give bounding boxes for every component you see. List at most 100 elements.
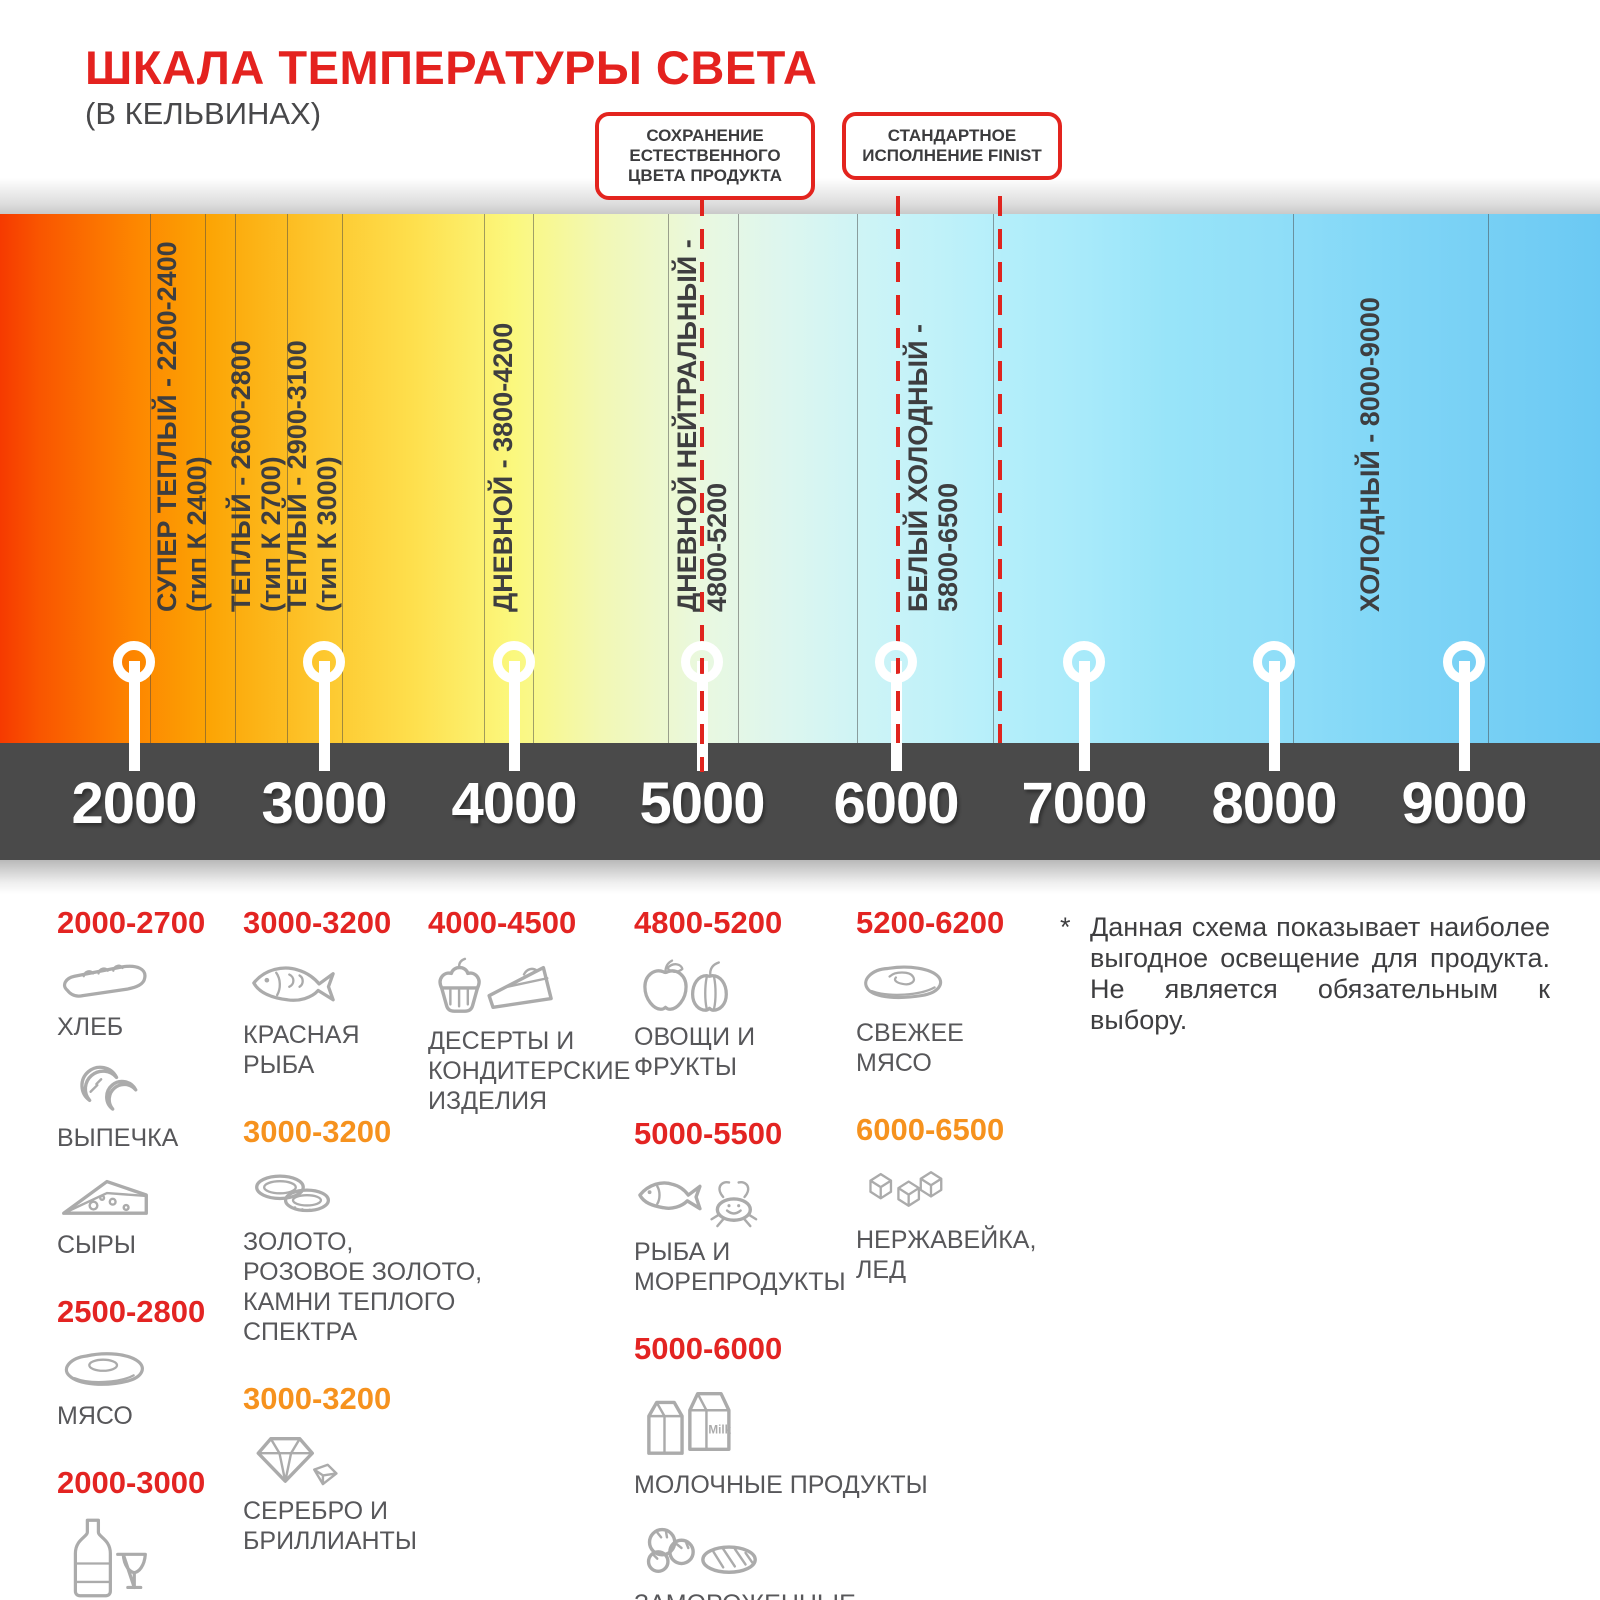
steak-icon: [856, 955, 1056, 1014]
range-badge: 2000-3000: [57, 1465, 206, 1500]
pin-ring: [875, 641, 917, 683]
legend-item-label: КРАСНАЯ РЫБА: [243, 1021, 360, 1079]
fish-crab-icon: [634, 1166, 884, 1233]
zone-gridline: [205, 214, 206, 743]
bread-icon: [57, 955, 237, 1008]
range-badge: 3000-3200: [243, 1114, 392, 1149]
legend-item-label: СЫРЫ: [57, 1231, 136, 1259]
range-badge: 4800-5200: [634, 905, 783, 940]
legend-item-desserts: ДЕСЕРТЫ И КОНДИТЕРСКИЕ ИЗДЕЛИЯ: [428, 955, 658, 1116]
legend-item-seafood: РЫБА И МОРЕПРОДУКТЫ: [634, 1166, 884, 1297]
legend-item-fresh-meat: СВЕЖЕЕ МЯСО: [856, 955, 1056, 1078]
legend-item-dairy: Milk МОЛОЧНЫЕ ПРОДУКТЫ: [634, 1381, 928, 1500]
legend-item-gold: ЗОЛОТО, РОЗОВОЕ ЗОЛОТО, КАМНИ ТЕПЛОГО СП…: [243, 1164, 493, 1347]
pin-ring: [1253, 641, 1295, 683]
legend-item-label: ВЫПЕЧКА: [57, 1124, 179, 1152]
dashed-line-5000: [700, 196, 704, 772]
zone-gridline: [1293, 214, 1294, 743]
legend-column-1: 2000-2700 ХЛЕБ ВЫПЕЧКА: [57, 905, 237, 1600]
dashed-line-6000: [896, 196, 900, 743]
zone-label-white-cold: БЕЛЫЙ ХОЛОДНЫЙ -5800-6500: [903, 324, 963, 612]
legend-item-red-fish: КРАСНАЯ РЫБА: [243, 955, 493, 1080]
rings-icon: [243, 1164, 493, 1223]
ice-cubes-icon: [856, 1162, 1056, 1221]
tick-4000: 4000: [451, 771, 577, 836]
tick-2000: 2000: [71, 771, 197, 836]
temperature-gradient-bar: СУПЕР ТЕПЛЫЙ - 2200-2400 (тип К 2400) ТЕП…: [0, 214, 1600, 743]
apple-pepper-icon: [634, 955, 884, 1018]
legend-item-label: ЗОЛОТО, РОЗОВОЕ ЗОЛОТО, КАМНИ ТЕПЛОГО СП…: [243, 1228, 483, 1346]
zone-label-warm-2700: ТЕПЛЫЙ - 2600-2800 (тип К 2700): [226, 340, 286, 612]
legend-item-bread: ХЛЕБ: [57, 955, 237, 1042]
page-subtitle: (В КЕЛЬВИНАХ): [85, 96, 322, 131]
page-title: ШКАЛА ТЕМПЕРАТУРЫ СВЕТА: [85, 41, 818, 94]
legend-column-4: 4800-5200 ОВОЩИ И ФРУКТЫ 5000-5500: [634, 905, 928, 1600]
zone-gridline: [857, 214, 858, 743]
pin-stem: [1079, 661, 1090, 771]
legend-item-label: СВЕЖЕЕ МЯСО: [856, 1019, 964, 1077]
zone-gridline: [287, 214, 288, 743]
pin-ring: [303, 641, 345, 683]
pin-stem: [129, 661, 140, 771]
pin-ring: [1063, 641, 1105, 683]
croissant-icon: [57, 1058, 237, 1119]
kelvin-axis-bar: [0, 743, 1600, 860]
range-badge: 6000-6500: [856, 1112, 1005, 1147]
range-badge: 4000-4500: [428, 905, 577, 940]
zone-gridline: [150, 214, 151, 743]
zone-label-warm-3000: ТЕПЛЫЙ - 2900-3100 (тип К 3000): [282, 340, 342, 612]
zone-gridline: [993, 214, 994, 743]
zone-gridline: [235, 214, 236, 743]
legend-item-pastry: ВЫПЕЧКА: [57, 1058, 237, 1153]
legend-item-label: ЗАМОРОЖЕННЫЕ ПОЛУФАБРИКАТЫ: [634, 1589, 884, 1600]
legend-item-label: НЕРЖАВЕЙКА, ЛЕД: [856, 1226, 1037, 1284]
zone-gridline: [1488, 214, 1489, 743]
callout-natural-color: СОХРАНЕНИЕ ЕСТЕСТВЕННОГО ЦВЕТА ПРОДУКТА: [595, 112, 815, 200]
legend-item-label: МОЛОЧНЫЕ ПРОДУКТЫ: [634, 1471, 928, 1499]
zone-gridline: [484, 214, 485, 743]
dashed-line-6500: [998, 196, 1002, 743]
tick-3000: 3000: [261, 771, 387, 836]
legend-item-label: РЫБА И МОРЕПРОДУКТЫ: [634, 1238, 846, 1296]
pin-stem: [1459, 661, 1470, 771]
zone-gridline: [342, 214, 343, 743]
milk-icon-text: Milk: [708, 1424, 731, 1437]
legend-item-label: ОВОЩИ И ФРУКТЫ: [634, 1023, 756, 1081]
pin-stem: [1269, 661, 1280, 771]
pin-ring: [493, 641, 535, 683]
zone-label-daylight: ДНЕВНОЙ - 3800-4200: [488, 322, 518, 612]
legend-column-2: 3000-3200 КРАСНАЯ РЫБА 3000-3200: [243, 905, 493, 1590]
zone-label-cold: ХОЛОДНЫЙ - 8000-9000: [1355, 297, 1385, 612]
range-badge: 3000-3200: [243, 1381, 392, 1416]
legend-item-cheese: СЫРЫ: [57, 1169, 237, 1260]
range-badge: 2500-2800: [57, 1294, 206, 1329]
pin-ring: [681, 641, 723, 683]
frozen-food-icon: [634, 1516, 884, 1585]
legend-item-silver-diamonds: СЕРЕБРО И БРИЛЛИАНТЫ: [243, 1431, 493, 1556]
range-badge: 2000-2700: [57, 905, 206, 940]
range-badge: 5200-6200: [856, 905, 1005, 940]
tick-9000: 9000: [1401, 771, 1527, 836]
meat-icon: [57, 1344, 237, 1397]
footnote-text: Данная схема показывает наиболее выгодно…: [1090, 912, 1550, 1035]
tick-6000: 6000: [833, 771, 959, 836]
fish-icon: [243, 955, 493, 1016]
tick-7000: 7000: [1021, 771, 1147, 836]
footnote-asterisk: *: [1060, 912, 1071, 942]
zone-gridline: [668, 214, 669, 743]
bottom-shadow-band: [0, 860, 1600, 894]
diamond-icon: [243, 1431, 493, 1492]
legend-item-label: МЯСО: [57, 1402, 133, 1430]
cake-icon: [428, 955, 658, 1022]
footnote: * Данная схема показывает наиболее выгод…: [1060, 912, 1550, 1036]
legend-item-frozen: ЗАМОРОЖЕННЫЕ ПОЛУФАБРИКАТЫ: [634, 1516, 884, 1600]
pin-stem: [509, 661, 520, 771]
tick-8000: 8000: [1211, 771, 1337, 836]
legend-item-stainless-ice: НЕРЖАВЕЙКА, ЛЕД: [856, 1162, 1056, 1285]
legend-column-5: 5200-6200 СВЕЖЕЕ МЯСО 6000-6500: [856, 905, 1056, 1319]
legend-item-label: СЕРЕБРО И БРИЛЛИАНТЫ: [243, 1497, 417, 1555]
range-badge: 5000-6000: [634, 1331, 783, 1366]
callout-standard-finist: СТАНДАРТНОЕ ИСПОЛНЕНИЕ FINIST: [842, 112, 1062, 180]
zone-label-super-warm: СУПЕР ТЕПЛЫЙ - 2200-2400 (тип К 2400): [152, 241, 212, 612]
